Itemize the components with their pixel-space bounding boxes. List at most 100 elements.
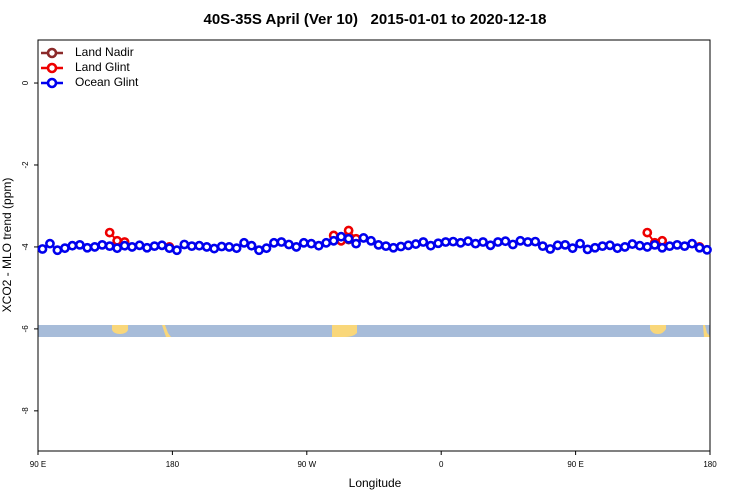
point bbox=[388, 242, 399, 253]
point bbox=[119, 240, 130, 251]
point bbox=[254, 245, 264, 256]
point bbox=[560, 239, 571, 250]
y-axis-label: XCO2 - MLO trend (ppm) bbox=[0, 178, 14, 313]
x-tick-label: 90 W bbox=[297, 460, 316, 469]
point bbox=[142, 242, 152, 253]
point bbox=[522, 237, 533, 247]
point bbox=[269, 237, 279, 248]
point bbox=[470, 238, 481, 249]
x-tick-label: 180 bbox=[166, 460, 180, 469]
point bbox=[201, 242, 212, 252]
point bbox=[45, 238, 55, 249]
point bbox=[306, 238, 317, 249]
plot-frame bbox=[37, 39, 711, 452]
point bbox=[179, 239, 190, 250]
point bbox=[127, 242, 137, 252]
point bbox=[351, 238, 361, 249]
point bbox=[186, 241, 197, 252]
point bbox=[425, 240, 436, 251]
point bbox=[313, 240, 324, 251]
y-tick-label: -4 bbox=[21, 243, 30, 251]
point bbox=[679, 241, 690, 252]
point bbox=[157, 240, 167, 251]
point bbox=[478, 237, 488, 247]
point bbox=[500, 236, 511, 247]
point bbox=[291, 242, 302, 252]
point bbox=[82, 242, 93, 253]
point bbox=[463, 236, 473, 247]
chart-title: 40S-35S April (Ver 10) 2015-01-01 to 202… bbox=[204, 11, 547, 28]
y-tick-label: -2 bbox=[21, 161, 30, 169]
point bbox=[194, 240, 205, 251]
point bbox=[149, 241, 160, 252]
point bbox=[448, 236, 459, 247]
point bbox=[283, 239, 294, 250]
point bbox=[52, 245, 63, 256]
point bbox=[605, 240, 615, 251]
legend-marker bbox=[46, 77, 58, 89]
point bbox=[97, 239, 108, 250]
point bbox=[104, 241, 115, 252]
point bbox=[649, 239, 660, 250]
point bbox=[67, 240, 78, 251]
point bbox=[515, 235, 526, 246]
point bbox=[627, 239, 638, 249]
point bbox=[597, 241, 608, 252]
point bbox=[358, 233, 369, 243]
point bbox=[493, 237, 503, 247]
point bbox=[239, 237, 249, 248]
point bbox=[104, 227, 115, 238]
point bbox=[171, 245, 182, 256]
legend-label: Land Glint bbox=[75, 60, 130, 74]
point bbox=[530, 236, 541, 247]
x-tick-label: 0 bbox=[439, 460, 444, 469]
point bbox=[298, 237, 309, 248]
x-tick-label: 90 E bbox=[30, 460, 46, 469]
point bbox=[321, 237, 332, 248]
y-tick-label: -6 bbox=[21, 325, 30, 333]
x-axis-label: Longitude bbox=[349, 476, 402, 490]
point bbox=[231, 243, 242, 254]
legend-marker bbox=[46, 47, 58, 59]
point bbox=[567, 243, 578, 254]
point bbox=[575, 238, 585, 249]
legend-label: Land Nadir bbox=[75, 45, 134, 59]
map-strip bbox=[38, 325, 710, 337]
point bbox=[440, 237, 451, 247]
point bbox=[134, 240, 145, 251]
point bbox=[642, 227, 653, 238]
x-tick-label: 90 E bbox=[567, 460, 583, 469]
legend-marker bbox=[46, 62, 58, 74]
point bbox=[590, 242, 600, 253]
point bbox=[664, 241, 675, 252]
point bbox=[552, 240, 563, 251]
point bbox=[381, 241, 391, 252]
point bbox=[246, 240, 257, 251]
point bbox=[507, 239, 518, 250]
x-tick-label: 180 bbox=[703, 460, 717, 469]
point bbox=[403, 240, 414, 251]
point bbox=[694, 242, 705, 253]
point bbox=[373, 239, 384, 250]
point bbox=[642, 242, 653, 252]
point bbox=[545, 244, 556, 254]
point bbox=[112, 243, 123, 254]
point bbox=[37, 244, 48, 254]
point bbox=[537, 241, 548, 252]
point bbox=[164, 243, 175, 254]
point bbox=[672, 239, 683, 250]
point bbox=[224, 242, 235, 252]
y-tick-label: -8 bbox=[21, 407, 30, 415]
point bbox=[582, 244, 593, 255]
point bbox=[343, 225, 354, 236]
point bbox=[89, 242, 100, 252]
point bbox=[336, 231, 347, 242]
point bbox=[410, 239, 421, 249]
point bbox=[657, 242, 668, 253]
point bbox=[59, 243, 70, 254]
point bbox=[418, 237, 429, 247]
point bbox=[634, 240, 645, 251]
point bbox=[74, 239, 85, 250]
point bbox=[216, 241, 227, 252]
